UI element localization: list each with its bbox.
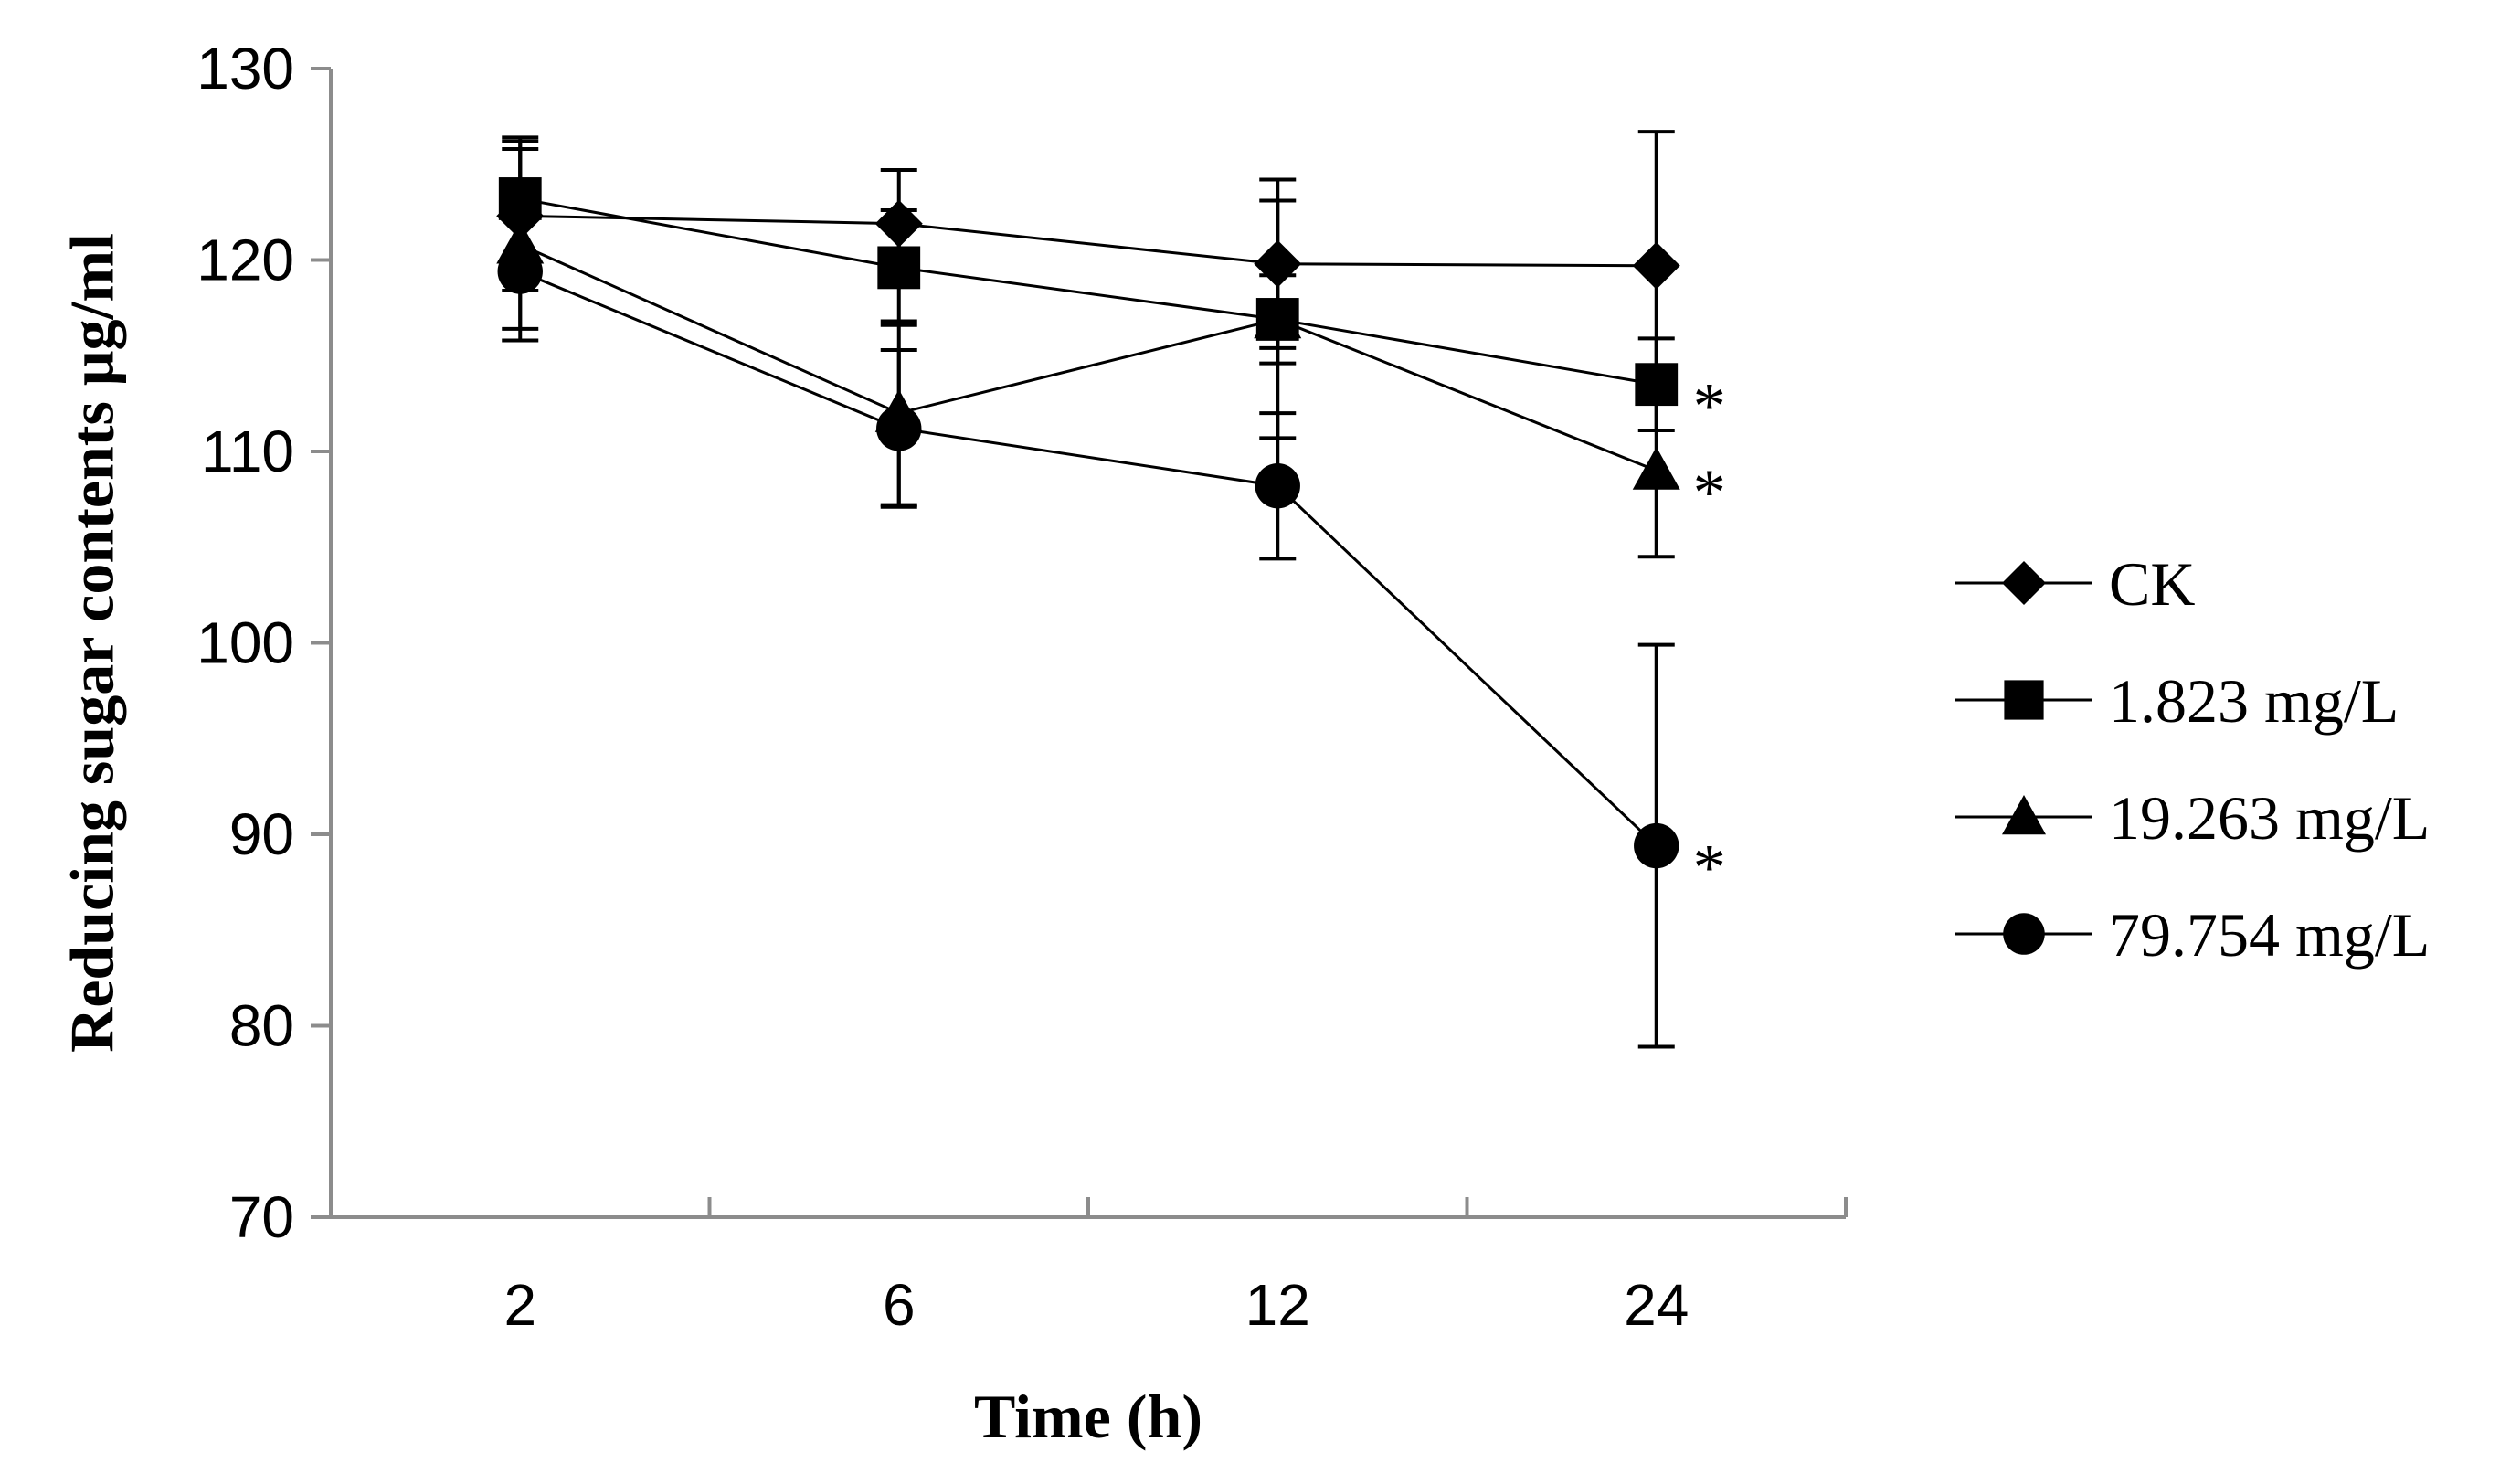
y-tick-label: 90 — [229, 801, 294, 867]
data-point — [1254, 295, 1302, 339]
legend: CK 1.823 mg/L 19.263 mg/L 79.754 mg/L — [1955, 549, 2430, 970]
series-layer: * * * — [496, 130, 1726, 1049]
legend-item: 79.754 mg/L — [1955, 900, 2430, 970]
x-tick-label: 2 — [503, 1272, 536, 1338]
legend-marker — [2004, 680, 2044, 720]
significance-mark: * — [1693, 370, 1726, 443]
legend-label: 79.754 mg/L — [2109, 900, 2430, 970]
series-line — [519, 196, 1658, 387]
legend-label: 1.823 mg/L — [2109, 666, 2399, 736]
data-point — [876, 406, 922, 451]
series-line — [519, 270, 1658, 847]
series-line — [519, 243, 1658, 472]
x-tick-label: 12 — [1245, 1272, 1310, 1338]
legend-item: 19.263 mg/L — [1955, 783, 2430, 853]
legend-marker — [2002, 795, 2046, 835]
x-tick-label: 6 — [883, 1272, 916, 1338]
x-tick-label: 24 — [1624, 1272, 1689, 1338]
data-point — [1632, 446, 1680, 490]
y-tick-label: 110 — [201, 419, 294, 484]
series-3: * — [497, 212, 1726, 1049]
series-line — [520, 214, 1657, 268]
y-tick-label: 120 — [196, 228, 294, 293]
axes: 70 80 90 100 110 120 130 2 6 12 24 — [196, 36, 1848, 1338]
data-point — [1634, 822, 1679, 869]
data-point — [497, 249, 543, 294]
significance-mark: * — [1693, 456, 1726, 529]
legend-item: 1.823 mg/L — [1955, 666, 2399, 736]
y-tick-label: 70 — [229, 1184, 294, 1250]
y-tick-label: 100 — [196, 610, 294, 676]
y-axis-title: Reducing sugar contents μg/ml — [58, 233, 127, 1053]
legend-item: CK — [1955, 549, 2195, 619]
x-axis-title: Time (h) — [974, 1382, 1202, 1451]
significance-mark: * — [1693, 832, 1726, 905]
legend-label: 19.263 mg/L — [2109, 783, 2430, 853]
legend-marker — [2003, 913, 2045, 955]
data-point — [1632, 241, 1680, 290]
data-point — [1255, 463, 1300, 509]
legend-label: CK — [2109, 549, 2195, 619]
data-point — [877, 246, 921, 290]
y-tick-label: 80 — [229, 993, 294, 1059]
y-tick-label: 130 — [196, 36, 294, 101]
legend-marker — [2002, 561, 2046, 605]
